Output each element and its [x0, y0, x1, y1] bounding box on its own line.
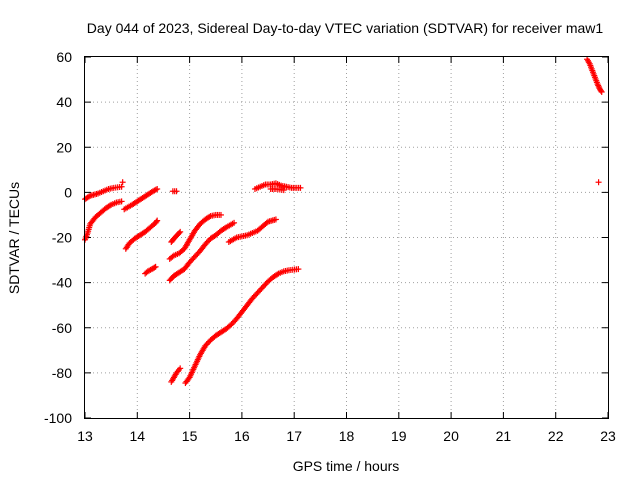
tick-labels: 13 14 15 16 17 18 19 20 21 22 23 -100 -80 -60 -40 -20 0 2… [44, 49, 616, 444]
data-point-marker [176, 229, 183, 236]
y-tick-label: -80 [52, 365, 72, 381]
x-tick-label: 13 [77, 428, 93, 444]
data-point-marker [177, 228, 184, 235]
data-point-marker [177, 365, 184, 372]
x-tick-label: 15 [182, 428, 198, 444]
x-tick-label: 22 [548, 428, 564, 444]
data-point-marker [295, 266, 302, 273]
data-point-marker [154, 185, 161, 192]
data-point-marker [118, 198, 125, 205]
data-point-marker [280, 187, 287, 194]
grid-lines [85, 57, 608, 418]
x-tick-label: 19 [391, 428, 407, 444]
data-point-marker [151, 264, 158, 271]
plot-border [84, 56, 609, 419]
data-point-marker [595, 179, 602, 186]
data-point-marker [173, 188, 180, 195]
data-point-marker [274, 271, 281, 278]
y-tick-label: -40 [52, 275, 72, 291]
data-point-marker [152, 186, 159, 193]
x-tick-label: 23 [600, 428, 616, 444]
y-tick-label: 40 [56, 94, 72, 110]
y-axis-label: SDTVAR / TECUs [6, 182, 22, 294]
axis-ticks [84, 56, 609, 419]
data-point-marker [152, 263, 159, 270]
x-tick-label: 20 [443, 428, 459, 444]
chart-title: Day 044 of 2023, Sidereal Day-to-day VTE… [87, 20, 604, 36]
data-point-marker [85, 193, 92, 200]
data-point-marker [106, 202, 113, 209]
x-tick-label: 21 [496, 428, 512, 444]
data-point-marker [118, 183, 125, 190]
y-tick-label: 20 [56, 139, 72, 155]
data-point-marker [231, 219, 238, 226]
data-point-marker [598, 88, 605, 95]
data-point-marker [297, 184, 304, 191]
y-tick-label: 0 [64, 184, 72, 200]
x-tick-label: 17 [286, 428, 302, 444]
x-axis-label: GPS time / hours [293, 458, 400, 474]
y-tick-label: -20 [52, 230, 72, 246]
data-point-marker [217, 211, 224, 218]
x-tick-label: 18 [339, 428, 355, 444]
y-tick-label: -60 [52, 320, 72, 336]
data-point-marker [154, 217, 161, 224]
data-point-marker [206, 213, 213, 220]
data-point-marker [272, 216, 279, 223]
y-tick-label: -100 [44, 410, 72, 426]
data-points [82, 56, 605, 387]
data-point-marker [119, 179, 126, 186]
data-point-marker [597, 87, 604, 94]
data-point-marker [169, 253, 176, 260]
x-tick-label: 16 [234, 428, 250, 444]
y-tick-label: 60 [56, 49, 72, 65]
data-point-marker [153, 218, 160, 225]
x-tick-label: 14 [130, 428, 146, 444]
